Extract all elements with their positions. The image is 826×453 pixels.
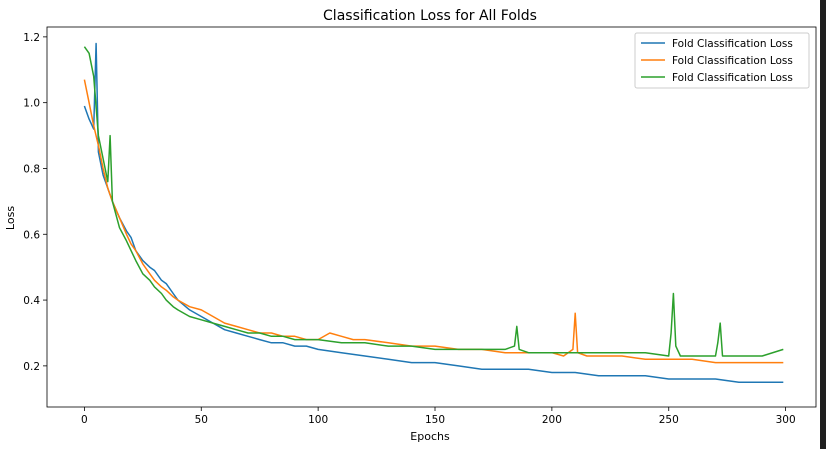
y-tick-label: 0.8 xyxy=(23,163,40,175)
x-tick-label: 100 xyxy=(308,414,328,426)
x-axis-label: Epochs xyxy=(410,430,450,443)
y-tick-label: 0.4 xyxy=(23,295,40,307)
x-tick-label: 200 xyxy=(542,414,562,426)
series-line-2 xyxy=(83,79,784,364)
x-tick-label: 300 xyxy=(776,414,796,426)
window-edge xyxy=(820,0,826,449)
x-tick-label: 150 xyxy=(425,414,445,426)
y-tick-label: 0.2 xyxy=(23,361,40,373)
y-axis-label: Loss xyxy=(4,206,17,230)
x-tick-label: 250 xyxy=(659,414,679,426)
y-tick-label: 0.6 xyxy=(23,229,40,241)
legend-box xyxy=(634,32,810,89)
series-line-3 xyxy=(83,46,784,357)
x-tick-label: 50 xyxy=(195,414,208,426)
x-tick-label: 0 xyxy=(81,414,88,426)
series-line-1 xyxy=(83,42,784,384)
legend-label-3: Fold Classification Loss xyxy=(672,72,793,84)
axes-frame xyxy=(46,26,817,408)
legend: Fold Classification Loss Fold Classificat… xyxy=(634,32,810,89)
y-tick-label: 1.0 xyxy=(23,98,40,110)
legend-label-1: Fold Classification Loss xyxy=(672,38,793,50)
chart-title: Classification Loss for All Folds xyxy=(323,8,537,24)
plot-area: 0 50 100 150 200 250 300 0.2 0.4 0.6 0.8 1.0 1.2 xyxy=(23,26,817,426)
y-tick-label: 1.2 xyxy=(23,32,40,44)
legend-label-2: Fold Classification Loss xyxy=(672,55,793,67)
